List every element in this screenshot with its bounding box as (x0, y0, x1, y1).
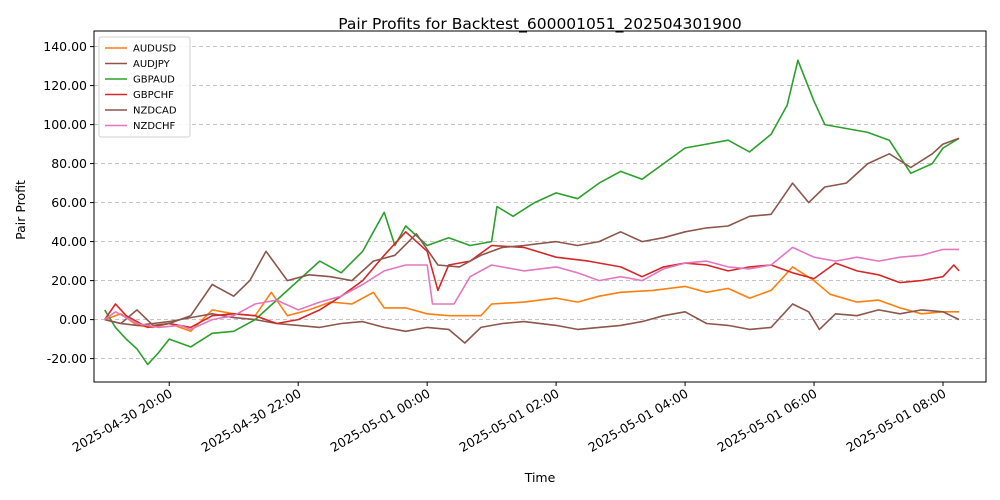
y-tick-label: 0.00 (59, 312, 87, 327)
x-axis-ticks: 2025-04-30 20:00 2025-04-30 22:00 2025-05-… (70, 382, 949, 455)
y-tick-label: 20.00 (51, 273, 87, 288)
legend-label: AUDUSD (133, 44, 177, 55)
legend: AUDUSD AUDJPY GBPAUD GBPCHF NZDCAD NZDCHF (99, 37, 190, 137)
y-tick-label: 140.00 (43, 39, 87, 54)
x-axis-label: Time (524, 470, 556, 485)
x-tick-label: 2025-04-30 20:00 (70, 386, 175, 455)
legend-label: GBPCHF (133, 90, 174, 101)
legend-label: GBPAUD (133, 75, 175, 86)
y-tick-label: 40.00 (51, 234, 87, 249)
x-tick-label: 2025-04-30 22:00 (199, 386, 304, 455)
series-lines (105, 60, 959, 364)
x-tick-label: 2025-05-01 00:00 (328, 386, 433, 455)
legend-label: NZDCHF (133, 121, 176, 132)
x-tick-label: 2025-05-01 06:00 (714, 386, 819, 455)
y-axis-ticks: -20.00 0.00 20.00 40.00 60.00 80.00 100.00 120.… (43, 39, 94, 366)
y-axis-label: Pair Profit (13, 180, 28, 240)
legend-label: AUDJPY (133, 59, 171, 70)
grid-lines (94, 47, 986, 359)
legend-label: NZDCAD (133, 106, 177, 117)
x-tick-label: 2025-05-01 02:00 (457, 386, 562, 455)
series-line-nzdcad (105, 138, 959, 325)
plot-frame (94, 31, 986, 382)
series-line-audjpy (105, 304, 959, 343)
y-tick-label: 100.00 (43, 117, 87, 132)
x-tick-label: 2025-05-01 08:00 (843, 386, 948, 455)
y-tick-label: -20.00 (47, 351, 87, 366)
y-tick-label: 80.00 (51, 156, 87, 171)
y-tick-label: 60.00 (51, 195, 87, 210)
x-tick-label: 2025-05-01 04:00 (586, 386, 691, 455)
series-line-audusd (105, 267, 959, 331)
y-tick-label: 120.00 (43, 78, 87, 93)
